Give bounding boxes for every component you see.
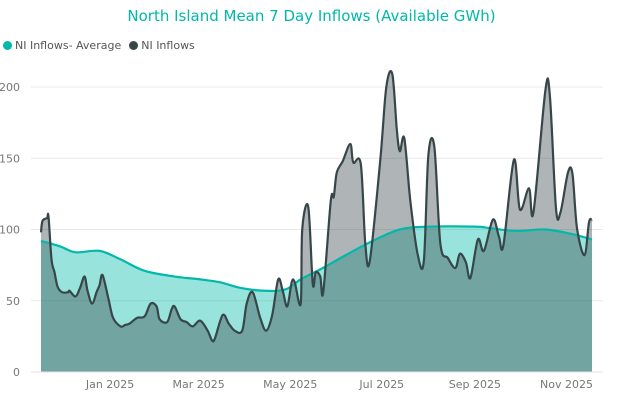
y-tick-label: 0 — [13, 366, 20, 379]
x-tick-label: Jul 2025 — [358, 378, 404, 391]
y-tick-label: 150 — [0, 152, 20, 165]
y-tick-label: 200 — [0, 81, 20, 94]
legend-item-average[interactable]: NI Inflows- Average — [3, 39, 121, 52]
x-tick-label: Jan 2025 — [85, 378, 134, 391]
legend-marker-average — [3, 41, 12, 50]
y-tick-label: 50 — [6, 295, 20, 308]
legend-label-inflows: NI Inflows — [141, 39, 195, 52]
line-average — [40, 225, 593, 293]
legend-marker-inflows — [129, 41, 139, 50]
line-inflows — [39, 70, 594, 343]
x-tick-label: Sep 2025 — [449, 378, 501, 391]
x-tick-label: May 2025 — [263, 378, 317, 391]
chart-title: North Island Mean 7 Day Inflows (Availab… — [127, 7, 496, 25]
x-tick-label: Mar 2025 — [173, 378, 225, 391]
legend: NI Inflows- Average NI Inflows — [3, 39, 195, 52]
area-average — [41, 226, 592, 372]
legend-label-average: NI Inflows- Average — [15, 39, 122, 52]
legend-item-inflows[interactable]: NI Inflows — [129, 39, 195, 52]
y-tick-label: 100 — [0, 224, 20, 237]
area-inflows — [41, 71, 592, 372]
x-tick-label: Nov 2025 — [540, 378, 593, 391]
